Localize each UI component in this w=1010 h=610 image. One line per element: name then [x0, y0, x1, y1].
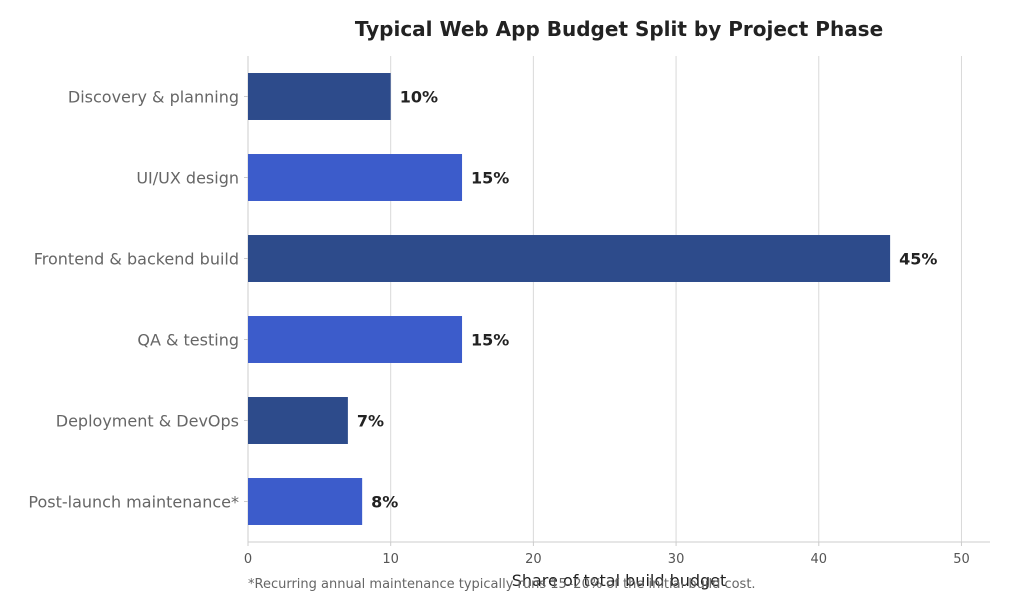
- gridlines: [390, 56, 962, 542]
- x-tick-label: 20: [525, 552, 542, 567]
- category-label: UI/UX design: [136, 169, 239, 188]
- bar: [248, 397, 348, 444]
- footnote: *Recurring annual maintenance typically …: [248, 577, 756, 592]
- category-label: QA & testing: [137, 331, 239, 350]
- chart-title: Typical Web App Budget Split by Project …: [355, 17, 883, 41]
- bars: Discovery & planning 10% UI/UX design 15% Fr…: [28, 73, 937, 525]
- x-tick-label: 40: [810, 552, 827, 567]
- x-tick-label: 0: [244, 552, 252, 567]
- x-tick-label: 30: [668, 552, 685, 567]
- bar: [248, 478, 363, 525]
- category-label: Deployment & DevOps: [56, 412, 239, 431]
- x-ticks: 0 10 20 30 40 50: [244, 542, 970, 567]
- value-label: 7%: [357, 412, 384, 431]
- bar: [248, 154, 463, 201]
- bar: [248, 235, 891, 282]
- category-label: Discovery & planning: [68, 88, 239, 107]
- x-tick-label: 10: [382, 552, 399, 567]
- x-tick-label: 50: [953, 552, 970, 567]
- category-label: Frontend & backend build: [34, 250, 239, 269]
- value-label: 10%: [400, 88, 438, 107]
- value-label: 15%: [471, 331, 509, 350]
- value-label: 8%: [371, 493, 398, 512]
- value-label: 45%: [899, 250, 937, 269]
- x-axis-title: Share of total build budget: [512, 571, 727, 590]
- bar: [248, 73, 391, 120]
- category-label: Post-launch maintenance*: [28, 493, 239, 512]
- bar: [248, 316, 463, 363]
- value-label: 15%: [471, 169, 509, 188]
